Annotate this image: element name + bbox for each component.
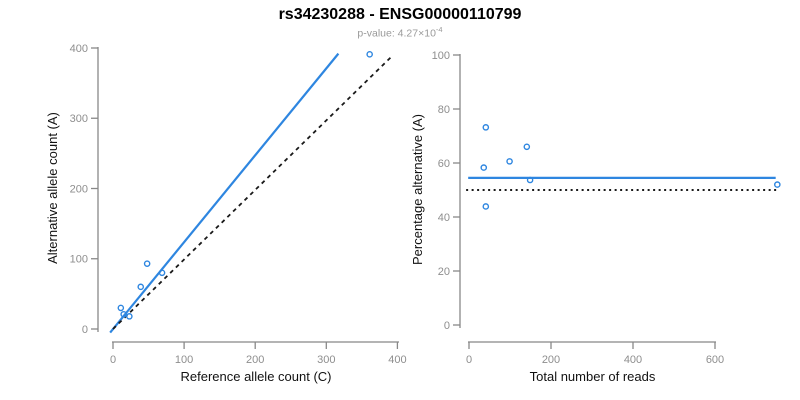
x-tick-label: 600 (706, 354, 724, 366)
percentage-vs-reads-panel: 0 20 40 60 80 100 0 200 400 600 Total number of re… (410, 50, 781, 384)
y-tick-label: 100 (70, 254, 88, 266)
data-point (366, 51, 373, 58)
y-tick-label: 60 (438, 158, 450, 170)
x-tick-label: 0 (110, 354, 116, 366)
y-axis-title: Percentage alternative (A) (410, 114, 425, 265)
x-axis-title: Reference allele count (C) (180, 369, 331, 384)
plot-subtitle: p-value: 4.27×10-4 (0, 25, 800, 40)
data-point (482, 203, 490, 210)
y-tick-label: 40 (438, 212, 450, 224)
data-point (158, 269, 166, 277)
y-tick-label: 400 (70, 43, 88, 55)
y-tick-label: 200 (70, 183, 88, 195)
solid-reference-line (109, 52, 340, 334)
allele-counts-panel: 0 100 200 300 400 0 100 200 300 400 Reference alle… (45, 43, 407, 384)
y-tick-label: 0 (82, 324, 88, 336)
data-point (117, 304, 125, 312)
x-tick-label: 300 (317, 354, 335, 366)
x-tick-label: 200 (246, 354, 264, 366)
data-point (480, 164, 488, 171)
data-point (120, 310, 127, 318)
y-tick-label: 300 (70, 113, 88, 125)
data-point (523, 143, 531, 151)
data-point (774, 181, 781, 188)
data-point (137, 283, 145, 291)
data-point (126, 313, 133, 320)
y-axis-title: Alternative allele count (A) (45, 112, 60, 264)
x-tick-label: 0 (466, 354, 472, 366)
y-tick-label: 80 (438, 104, 450, 116)
x-tick-label: 100 (175, 354, 193, 366)
y-tick-label: 0 (444, 320, 450, 332)
data-point (506, 158, 513, 165)
x-tick-label: 400 (624, 354, 642, 366)
p-value-text: p-value: 4.27×10 (357, 27, 436, 40)
x-tick-label: 400 (388, 354, 406, 366)
x-axis-title: Total number of reads (530, 369, 656, 384)
y-tick-label: 20 (438, 266, 450, 278)
dashed-reference-line (112, 55, 393, 330)
data-point (526, 176, 534, 184)
y-tick-label: 100 (432, 50, 450, 62)
x-tick-label: 200 (542, 354, 560, 366)
p-value-exponent: -4 (435, 25, 443, 34)
data-point (482, 124, 490, 131)
data-point (143, 260, 151, 267)
plot-title: rs34230288 - ENSG00000110799 (278, 6, 522, 23)
